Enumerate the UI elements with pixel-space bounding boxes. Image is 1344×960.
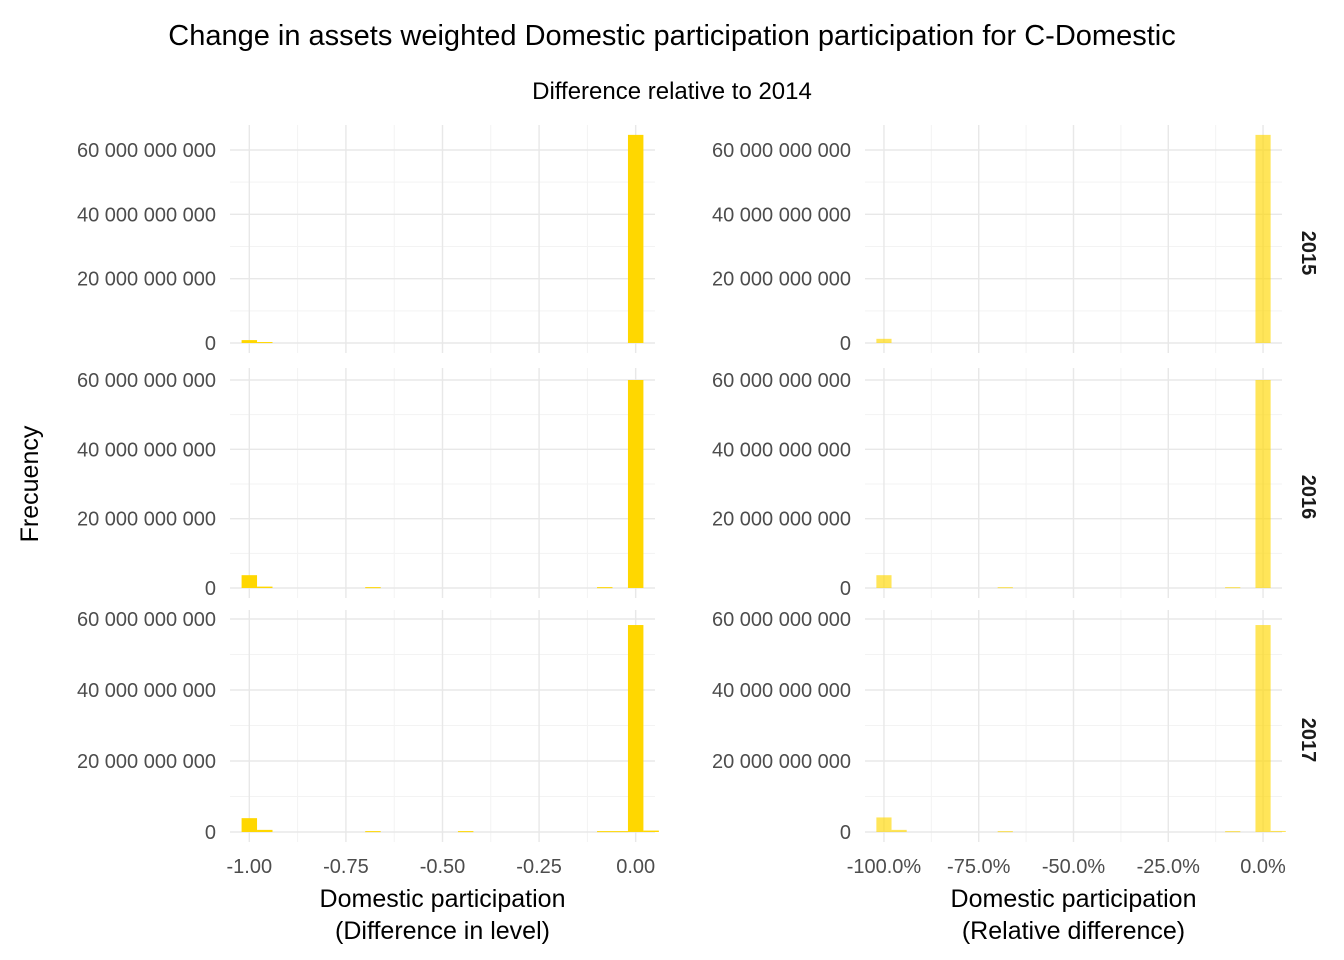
histogram-bar (597, 831, 613, 833)
histogram-bar (241, 575, 258, 588)
facet-panel-2017-1: 0 20 000 000 000 40 000 000 000 60 000 000 … (77, 609, 659, 945)
histogram-bar (891, 829, 907, 832)
facet-panel-2016-2: 0 20 000 000 000 40 000 000 000 60 000 000 … (712, 368, 1282, 600)
y-tick-label: 40 000 000 000 (712, 439, 851, 461)
y-tick-label: 40 000 000 000 (77, 439, 216, 461)
y-tick-label: 20 000 000 000 (712, 269, 851, 291)
histogram-bar (997, 587, 1013, 589)
histogram-bar (1225, 831, 1241, 833)
x-axis-label: (Difference in level) (335, 917, 550, 945)
y-tick-label: 20 000 000 000 (712, 751, 851, 773)
histogram-bar (627, 380, 644, 588)
y-tick-label: 0 (205, 822, 216, 844)
y-tick-label: 20 000 000 000 (77, 751, 216, 773)
x-tick-label: -100.0% (847, 856, 922, 878)
x-tick-label: -0.50 (420, 856, 466, 878)
histogram-bar (876, 575, 892, 588)
y-tick-label: 40 000 000 000 (712, 680, 851, 702)
histogram-bar (1270, 830, 1286, 832)
histogram-bar (1255, 134, 1271, 343)
facet-strip-label: 2015 (1297, 231, 1319, 276)
histogram-bar (365, 831, 381, 833)
facet-panel-2015-2: 0 20 000 000 000 40 000 000 000 60 000 000 … (712, 125, 1282, 355)
histogram-bar (612, 831, 628, 833)
x-tick-label: -0.75 (323, 856, 369, 878)
x-tick-label: -75.0% (947, 856, 1011, 878)
histogram-bar (257, 586, 273, 588)
y-tick-label: 60 000 000 000 (712, 609, 851, 631)
y-tick-label: 60 000 000 000 (712, 370, 851, 392)
y-tick-label: 0 (840, 578, 851, 600)
histogram-bar (876, 338, 892, 343)
y-tick-label: 40 000 000 000 (77, 680, 216, 702)
y-tick-label: 0 (205, 333, 216, 355)
x-tick-label: 0.00 (616, 856, 655, 878)
x-axis-label: Domestic participation (320, 885, 566, 913)
histogram-bar (1255, 380, 1271, 588)
x-axis-label: Domestic participation (951, 885, 1197, 913)
y-tick-label: 60 000 000 000 (77, 370, 216, 392)
histogram-bar (627, 134, 644, 343)
y-tick-label: 60 000 000 000 (77, 609, 216, 631)
histogram-bar (257, 342, 273, 344)
histogram-bar (627, 625, 644, 832)
facet-panels: 0 20 000 000 000 40 000 000 000 60 000 000 … (77, 125, 1319, 945)
x-axis-label: (Relative difference) (962, 917, 1185, 945)
chart-title: Change in assets weighted Domestic parti… (168, 20, 1175, 52)
y-tick-label: 20 000 000 000 (77, 509, 216, 531)
histogram-bar (241, 818, 258, 832)
histogram-bar (1225, 587, 1241, 589)
x-tick-label: -1.00 (227, 856, 273, 878)
histogram-bar (457, 831, 474, 833)
y-tick-label: 20 000 000 000 (712, 509, 851, 531)
histogram-bar (1255, 625, 1271, 832)
histogram-bar (997, 831, 1013, 833)
y-tick-label: 40 000 000 000 (77, 204, 216, 226)
y-tick-label: 60 000 000 000 (712, 140, 851, 162)
y-tick-label: 60 000 000 000 (77, 140, 216, 162)
y-tick-label: 0 (840, 822, 851, 844)
facet-strip-label: 2017 (1297, 718, 1319, 763)
facet-panel-2016-1: 0 20 000 000 000 40 000 000 000 60 000 000 … (77, 368, 655, 600)
histogram-bar (241, 340, 258, 343)
x-tick-label: 0.0% (1240, 856, 1286, 878)
x-tick-label: -0.25 (516, 856, 562, 878)
x-tick-label: -50.0% (1042, 856, 1106, 878)
facet-strip-label: 2016 (1297, 475, 1319, 520)
histogram-bar (257, 829, 273, 832)
facet-panel-2015-1: 0 20 000 000 000 40 000 000 000 60 000 000 … (77, 125, 655, 355)
chart-subtitle: Difference relative to 2014 (532, 78, 812, 105)
x-tick-label: -25.0% (1137, 856, 1201, 878)
histogram-bar (365, 587, 381, 589)
y-tick-label: 40 000 000 000 (712, 204, 851, 226)
histogram-bar (876, 817, 892, 832)
histogram-bar (643, 830, 659, 832)
y-tick-label: 0 (205, 578, 216, 600)
y-axis-label: Frecuency (16, 425, 44, 542)
y-tick-label: 20 000 000 000 (77, 269, 216, 291)
y-tick-label: 0 (840, 333, 851, 355)
histogram-bar (597, 587, 613, 589)
facet-panel-2017-2: 0 20 000 000 000 40 000 000 000 60 000 000 … (712, 609, 1286, 945)
